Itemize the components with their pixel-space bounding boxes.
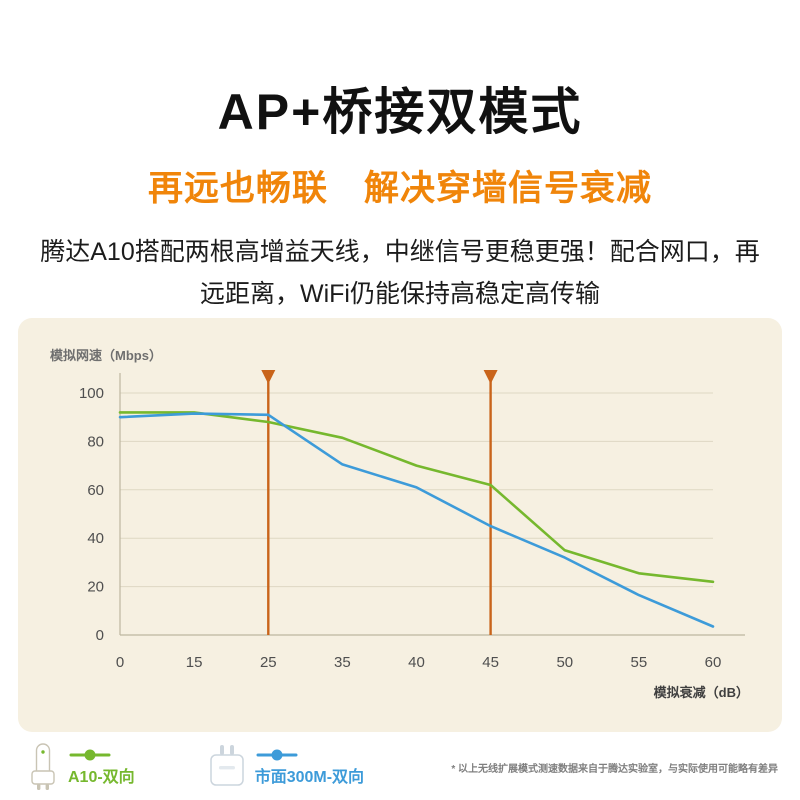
svg-text:15: 15	[186, 654, 203, 671]
svg-text:40: 40	[408, 654, 425, 671]
svg-text:20: 20	[87, 579, 104, 596]
svg-text:0: 0	[116, 654, 124, 671]
svg-text:45: 45	[482, 654, 499, 671]
svg-text:25: 25	[260, 654, 277, 671]
svg-text:35: 35	[334, 654, 351, 671]
svg-text:模拟衰减（dB）: 模拟衰减（dB）	[654, 685, 749, 700]
legend-item-a10: A10-双向	[26, 742, 135, 792]
svg-text:40: 40	[87, 530, 104, 547]
svg-text:55: 55	[631, 654, 648, 671]
legend-label-a10: A10-双向	[68, 768, 135, 786]
legend-line-marker-blue	[256, 749, 298, 760]
line-chart: 0 20 40 60 80 100 0 15 25 35 40 45 50 55 60 模拟网速（Mbps） 模…	[50, 348, 749, 700]
page-description: 腾达A10搭配两根高增益天线，中继信号更稳更强！配合网口，再远距离，WiFi仍能…	[40, 238, 760, 308]
legend-item-market-300m: 市面300M-双向	[207, 742, 364, 792]
svg-text:0: 0	[96, 627, 104, 644]
disclaimer-footnote: * 以上无线扩展模式测速数据来自于腾达实验室，与实际使用可能略有差异	[451, 763, 778, 775]
svg-text:50: 50	[556, 654, 573, 671]
svg-text:模拟网速（Mbps）: 模拟网速（Mbps）	[50, 348, 162, 363]
legend: A10-双向 市面300M-双向 * 以上无线扩展模式测速数据来自于腾达实验室，…	[26, 740, 782, 794]
market-extender-icon	[209, 745, 244, 786]
page-title: AP+桥接双模式	[217, 84, 583, 140]
svg-text:80: 80	[87, 433, 104, 450]
svg-text:100: 100	[79, 385, 104, 402]
a10-extender-icon	[31, 743, 55, 790]
legend-label-market-300m: 市面300M-双向	[254, 768, 365, 786]
legend-line-marker-green	[69, 749, 111, 760]
chart-panel: 0 20 40 60 80 100 0 15 25 35 40 45 50 55 60 模拟网速（Mbps） 模…	[18, 318, 782, 732]
svg-text:60: 60	[87, 482, 104, 499]
svg-text:60: 60	[705, 654, 722, 671]
page-subtitle: 再远也畅联 解决穿墙信号衰减	[147, 169, 652, 208]
